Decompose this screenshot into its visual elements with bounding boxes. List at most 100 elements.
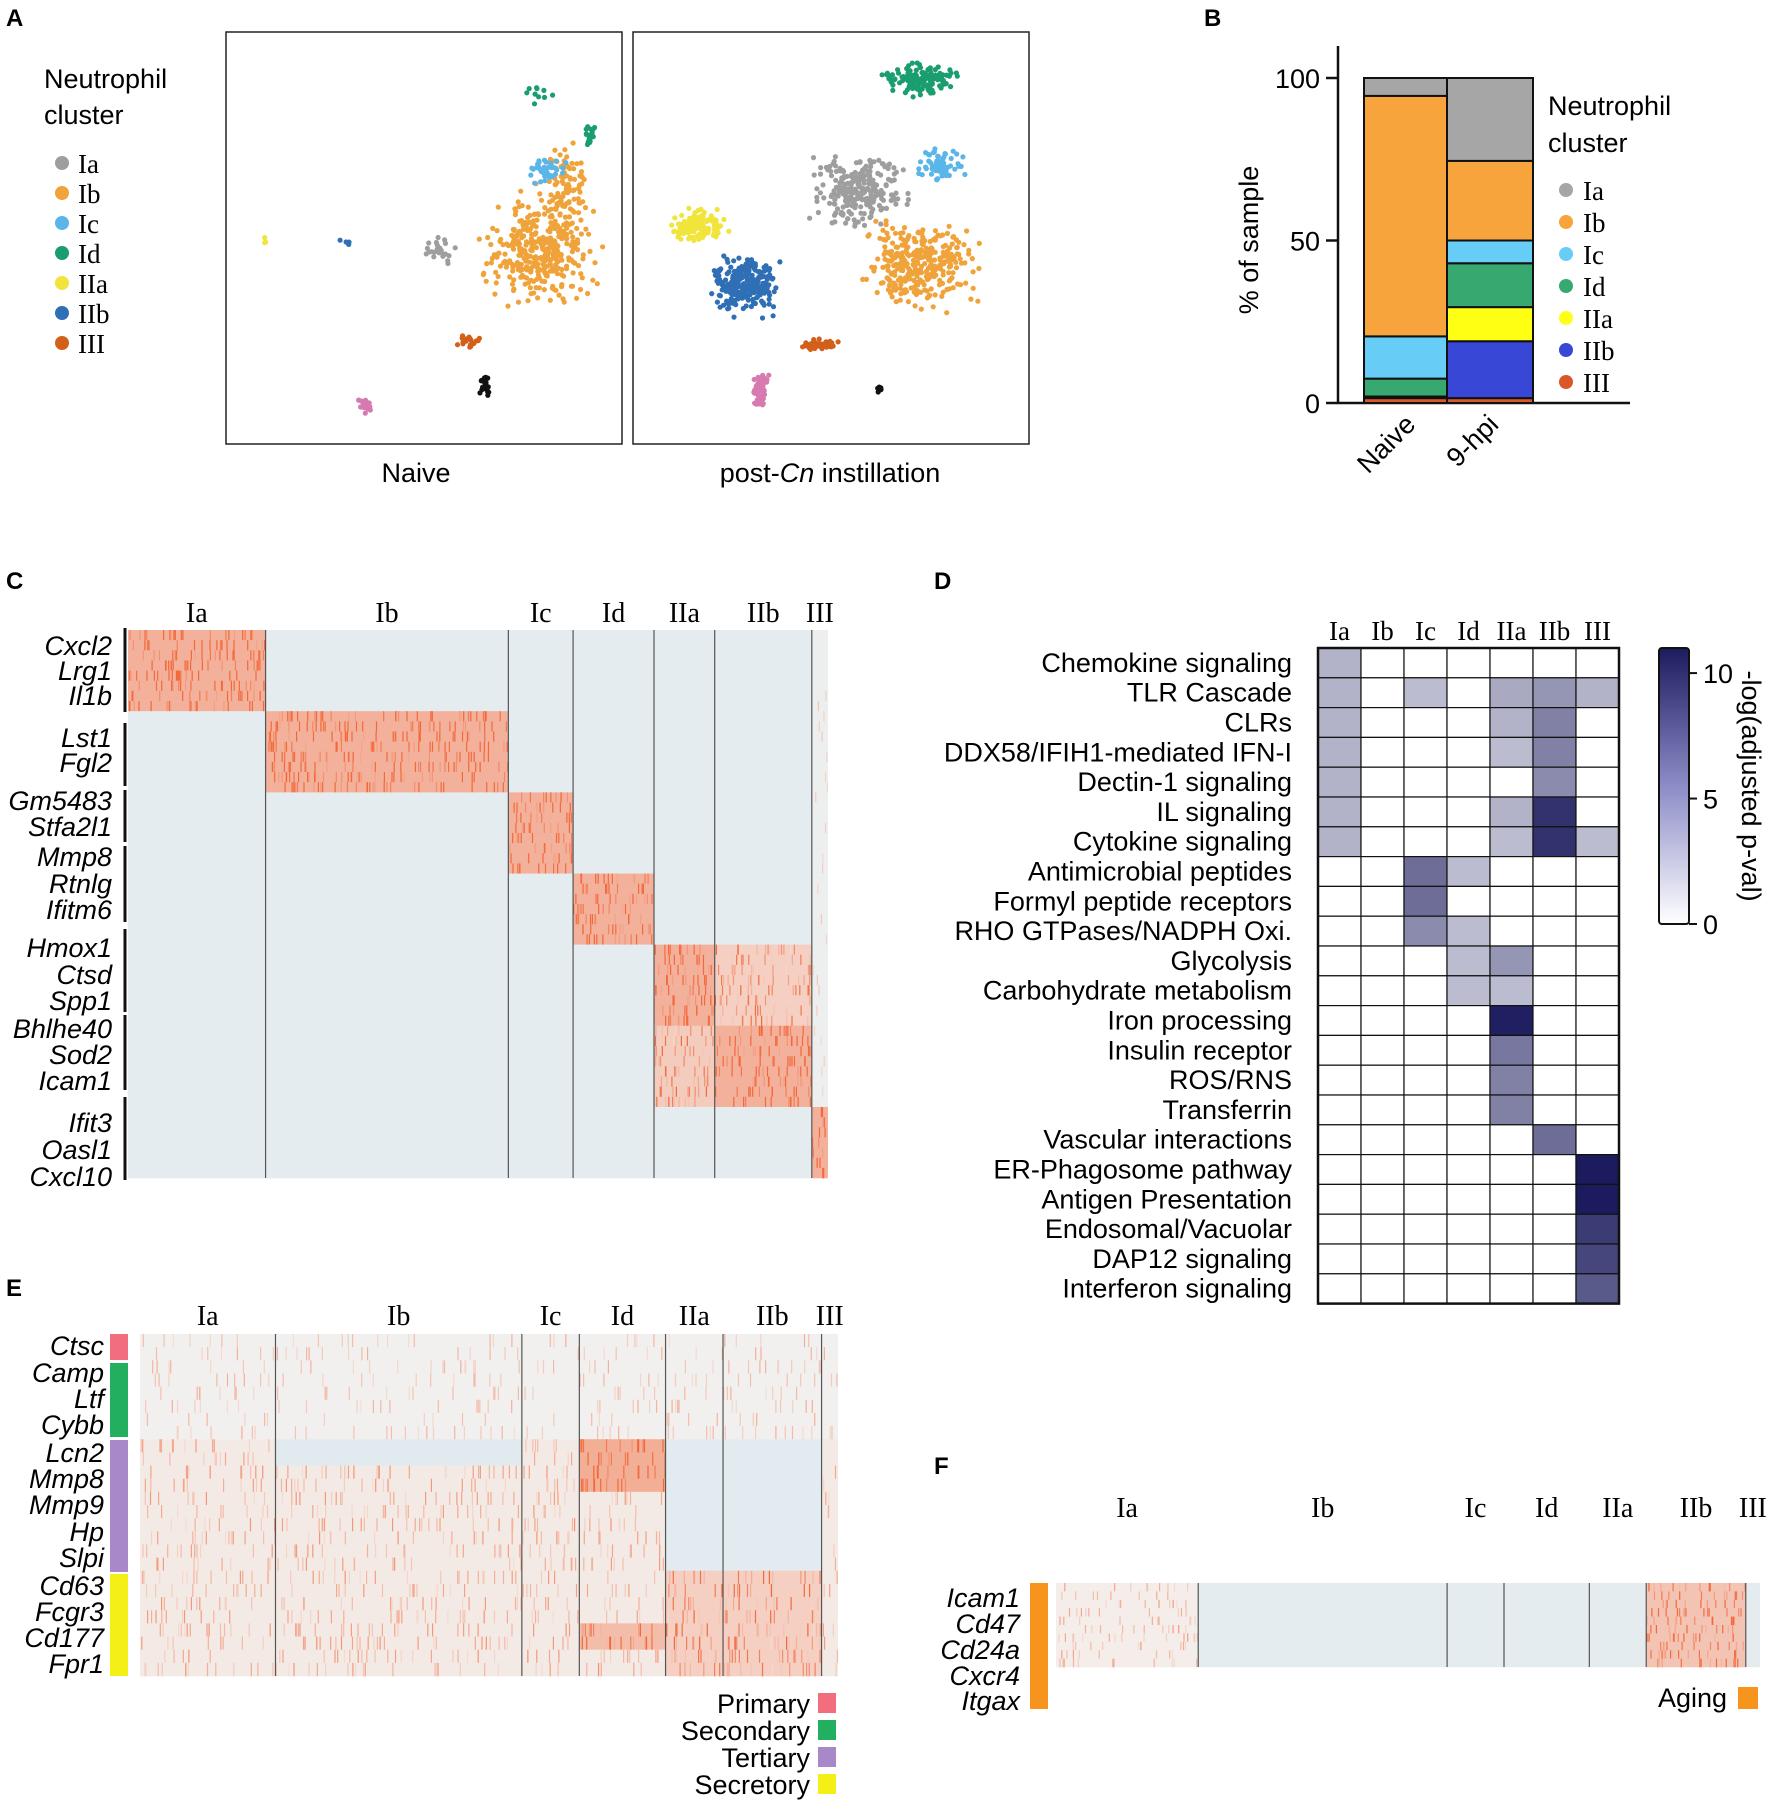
d-grid-frame bbox=[1316, 646, 1621, 1305]
c-heat-stripe bbox=[758, 1025, 760, 1037]
c-heat-cell bbox=[811, 1005, 828, 1016]
c-heat-stripe bbox=[408, 751, 410, 763]
e-heat-stripe bbox=[542, 1360, 545, 1374]
e-heat-stripe bbox=[315, 1478, 317, 1493]
e-heat-stripe bbox=[406, 1518, 408, 1532]
e-heat-stripe bbox=[386, 1426, 388, 1440]
e-heat-stripe bbox=[330, 1636, 332, 1650]
c-heat-stripe bbox=[373, 741, 375, 753]
umap-point bbox=[866, 232, 872, 238]
e-heat-stripe bbox=[425, 1491, 427, 1506]
c-heat-stripe bbox=[725, 995, 727, 1006]
c-heat-stripe bbox=[245, 680, 247, 692]
umap-point bbox=[714, 299, 721, 305]
c-heat-stripe bbox=[686, 1015, 688, 1027]
e-heat-stripe bbox=[836, 1373, 838, 1387]
c-heat-stripe bbox=[545, 792, 547, 803]
c-heat-stripe bbox=[214, 650, 216, 661]
e-heat-stripe bbox=[141, 1636, 143, 1650]
c-heat-cell bbox=[573, 914, 655, 925]
c-heat-stripe bbox=[660, 1076, 662, 1087]
umap-point bbox=[866, 177, 872, 183]
umap-point bbox=[905, 190, 911, 197]
e-heat-stripe bbox=[786, 1636, 788, 1650]
c-heat-stripe bbox=[360, 772, 362, 783]
c-heat-stripe bbox=[793, 1096, 795, 1108]
e-heat-stripe bbox=[636, 1610, 638, 1624]
c-heat-stripe bbox=[322, 782, 324, 793]
c-heat-stripe bbox=[161, 680, 163, 692]
e-heat-stripe bbox=[351, 1636, 354, 1650]
c-heat-cell bbox=[573, 630, 655, 641]
b-xtick-Naive: Naive bbox=[1351, 409, 1421, 479]
c-heat-stripe bbox=[736, 954, 738, 966]
c-heat-stripe bbox=[714, 995, 716, 1006]
e-heat-stripe bbox=[793, 1649, 795, 1664]
e-heat-stripe bbox=[566, 1478, 568, 1493]
c-heat-cell bbox=[811, 731, 828, 742]
umap-point bbox=[600, 244, 606, 250]
umap-point bbox=[679, 212, 685, 218]
umap-point bbox=[554, 271, 561, 277]
c-heat-cell bbox=[714, 853, 812, 864]
umap-point bbox=[820, 182, 826, 188]
e-heat-stripe bbox=[627, 1452, 629, 1466]
e-heat-stripe bbox=[301, 1465, 304, 1479]
e-heat-cell bbox=[665, 1386, 724, 1401]
e-heat-stripe bbox=[765, 1597, 767, 1611]
c-heat-stripe bbox=[412, 721, 414, 732]
umap-point bbox=[489, 255, 495, 261]
c-heat-stripe bbox=[751, 964, 753, 976]
c-heat-stripe bbox=[376, 741, 378, 753]
c-heat-stripe bbox=[812, 1147, 814, 1159]
c-heat-stripe bbox=[628, 914, 630, 925]
umap-point bbox=[880, 264, 886, 270]
e-heat-stripe bbox=[457, 1570, 459, 1585]
c-heat-stripe bbox=[234, 630, 236, 641]
umap-point bbox=[577, 182, 583, 188]
e-heat-stripe bbox=[308, 1347, 310, 1361]
umap-point bbox=[943, 81, 949, 87]
umap-point bbox=[868, 191, 874, 198]
e-heat-stripe bbox=[483, 1610, 485, 1624]
umap-point bbox=[945, 164, 951, 170]
e-heat-stripe bbox=[464, 1610, 466, 1624]
umap-point bbox=[554, 179, 560, 186]
a-legend-label-Ic: Ic bbox=[78, 209, 99, 239]
umap-point bbox=[543, 169, 549, 175]
umap-point bbox=[842, 197, 849, 204]
e-heat-cell bbox=[579, 1412, 666, 1427]
umap-point bbox=[728, 279, 734, 285]
e-heat-cell bbox=[521, 1399, 580, 1414]
umap-point bbox=[862, 165, 868, 172]
umap-point bbox=[886, 276, 892, 282]
e-heat-stripe bbox=[816, 1623, 819, 1637]
c-heat-cell bbox=[265, 904, 509, 915]
e-heat-stripe bbox=[607, 1360, 609, 1374]
c-heat-stripe bbox=[820, 1035, 822, 1047]
e-heat-stripe bbox=[285, 1478, 287, 1493]
e-heat-stripe bbox=[583, 1347, 585, 1361]
umap-point bbox=[689, 217, 695, 223]
c-heat-cell bbox=[573, 1076, 655, 1087]
c-heat-stripe bbox=[683, 1015, 685, 1027]
e-heat-stripe bbox=[396, 1610, 398, 1624]
c-heat-stripe bbox=[251, 701, 253, 712]
e-heat-stripe bbox=[529, 1636, 531, 1650]
e-heat-stripe bbox=[494, 1570, 496, 1585]
umap-point bbox=[442, 240, 449, 246]
e-heat-cell bbox=[723, 1360, 822, 1374]
c-heat-stripe bbox=[597, 873, 599, 885]
c-heat-stripe bbox=[482, 711, 484, 722]
d-cell-6-1 bbox=[1360, 826, 1405, 858]
e-heat-stripe bbox=[210, 1426, 212, 1440]
c-heat-cell bbox=[508, 914, 574, 925]
c-heat-stripe bbox=[439, 731, 441, 742]
c-heat-stripe bbox=[201, 650, 203, 661]
umap-point bbox=[976, 240, 982, 246]
c-heat-stripe bbox=[172, 680, 174, 692]
e-heat-stripe bbox=[643, 1544, 645, 1558]
d-cell-12-3 bbox=[1446, 1004, 1491, 1036]
e-heat-stripe bbox=[557, 1583, 559, 1598]
e-heat-cell bbox=[821, 1518, 838, 1532]
